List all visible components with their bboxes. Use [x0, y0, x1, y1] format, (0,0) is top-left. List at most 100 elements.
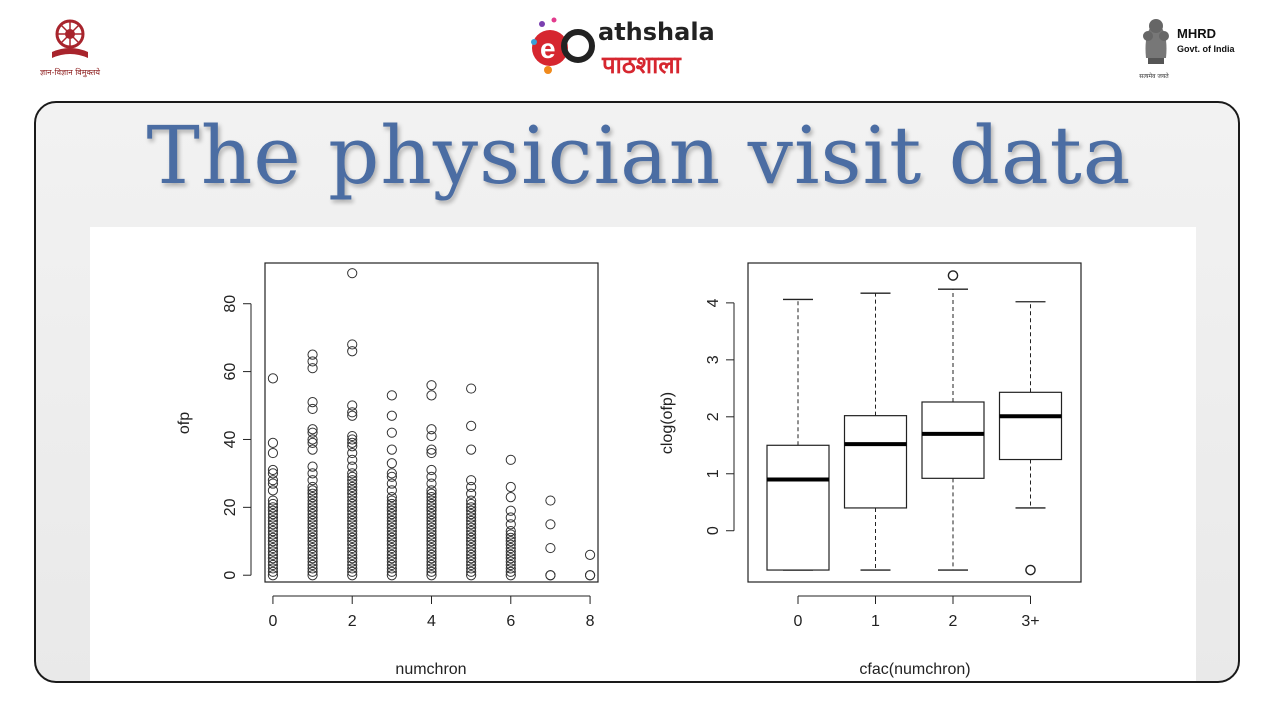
scatter-point	[426, 515, 437, 527]
scatter-point	[466, 532, 477, 543]
scatter-point	[347, 515, 358, 527]
scatter-point	[466, 563, 477, 574]
scatter-point	[426, 447, 437, 459]
scatter-point	[545, 495, 556, 506]
scatter-point	[505, 454, 516, 465]
scatter-point	[386, 505, 397, 516]
scatter-point	[267, 512, 279, 523]
epathshala-emblem-icon: e	[531, 17, 595, 74]
scatter-y-label: ofp	[176, 412, 193, 434]
scatter-point	[307, 556, 318, 567]
boxplot-x-tick-label: 0	[794, 613, 803, 630]
scatter-point	[466, 539, 477, 550]
scatter-y-tick-label: 80	[222, 295, 239, 313]
boxplot-y-tick-label: 1	[705, 469, 722, 478]
scatter-point	[466, 570, 477, 581]
scatter-point	[386, 522, 397, 533]
scatter-point	[426, 512, 437, 523]
scatter-point	[386, 525, 397, 537]
scatter-point	[267, 529, 279, 540]
scatter-point	[347, 495, 358, 506]
scatter-point	[347, 447, 358, 459]
scatter-point	[386, 390, 397, 401]
scatter-point	[267, 556, 279, 567]
scatter-point	[386, 485, 397, 496]
scatter-point	[347, 407, 358, 418]
scatter-point	[307, 468, 318, 479]
scatter-point	[307, 498, 318, 510]
boxplot-y-tick-label: 3	[705, 355, 722, 364]
scatter-point	[386, 559, 397, 571]
scatter-point	[584, 549, 596, 560]
scatter-point	[307, 437, 318, 448]
scatter-point	[307, 559, 318, 571]
scatter-point	[347, 502, 358, 513]
scatter-point	[386, 546, 397, 557]
scatter-point	[386, 512, 397, 523]
scatter-point	[426, 522, 437, 533]
scatter-point	[307, 519, 318, 530]
scatter-point	[267, 522, 279, 533]
scatter-x-tick-label: 4	[427, 613, 436, 630]
epathshala-logo: e athshala पाठशाला	[520, 12, 760, 82]
boxplot-x-tick-label: 3+	[1021, 613, 1039, 630]
scatter-point	[347, 542, 358, 554]
boxplot-y-tick-label: 4	[705, 298, 722, 307]
scatter-point	[426, 390, 437, 401]
scatter-point	[347, 498, 358, 510]
scatter-point	[386, 532, 397, 543]
scatter-point	[347, 400, 358, 411]
scatter-point	[426, 502, 437, 513]
scatter-y-tick-label: 0	[222, 571, 239, 580]
scatter-point	[426, 566, 437, 577]
scatter-point	[347, 437, 358, 448]
scatter-point	[307, 542, 318, 554]
scatter-point	[347, 570, 358, 581]
scatter-point	[466, 522, 477, 533]
scatter-point	[426, 488, 437, 499]
scatter-y-tick-label: 20	[222, 498, 239, 516]
scatter-point	[466, 495, 477, 506]
scatter-point	[505, 566, 516, 577]
box-3+	[998, 301, 1063, 576]
scatter-point	[307, 397, 318, 408]
scatter-x-tick-label: 6	[506, 613, 515, 630]
slide-title: The physician visit data	[146, 109, 1132, 202]
scatter-point	[466, 549, 477, 560]
scatter-point	[347, 478, 358, 489]
scatter-point	[267, 559, 279, 571]
scatter-point	[426, 529, 437, 540]
scatter-point	[307, 403, 318, 415]
scatter-point	[466, 566, 477, 577]
scatter-point	[426, 464, 437, 476]
scatter-point	[505, 505, 516, 516]
ugc-logo: ज्ञान-विज्ञान विमुक्तये	[30, 14, 110, 84]
scatter-point	[545, 570, 556, 581]
scatter-point	[347, 441, 358, 452]
scatter-point	[505, 549, 516, 560]
ugc-motto: ज्ञान-विज्ञान विमुक्तये	[39, 68, 101, 77]
scatter-point	[307, 475, 318, 486]
scatter-point	[307, 434, 318, 445]
scatter-point	[466, 529, 477, 540]
scatter-point	[347, 492, 358, 503]
scatter-point	[386, 529, 397, 540]
scatter-point	[466, 444, 477, 455]
scatter-point	[347, 563, 358, 574]
scatter-point	[466, 498, 477, 510]
scatter-point	[267, 525, 279, 537]
scatter-point	[347, 509, 358, 520]
scatter-y-tick-label: 60	[222, 363, 239, 381]
scatter-point	[505, 553, 516, 564]
scatter-point	[347, 434, 358, 445]
scatter-point	[267, 536, 279, 547]
scatter-point	[307, 546, 318, 557]
scatter-point	[386, 556, 397, 567]
svg-text:e: e	[540, 33, 556, 64]
scatter-point	[386, 566, 397, 577]
scatter-x-tick-label: 0	[268, 613, 277, 630]
box-iqr	[921, 401, 985, 479]
scatter-point	[267, 546, 279, 557]
scatter-point	[347, 553, 358, 564]
